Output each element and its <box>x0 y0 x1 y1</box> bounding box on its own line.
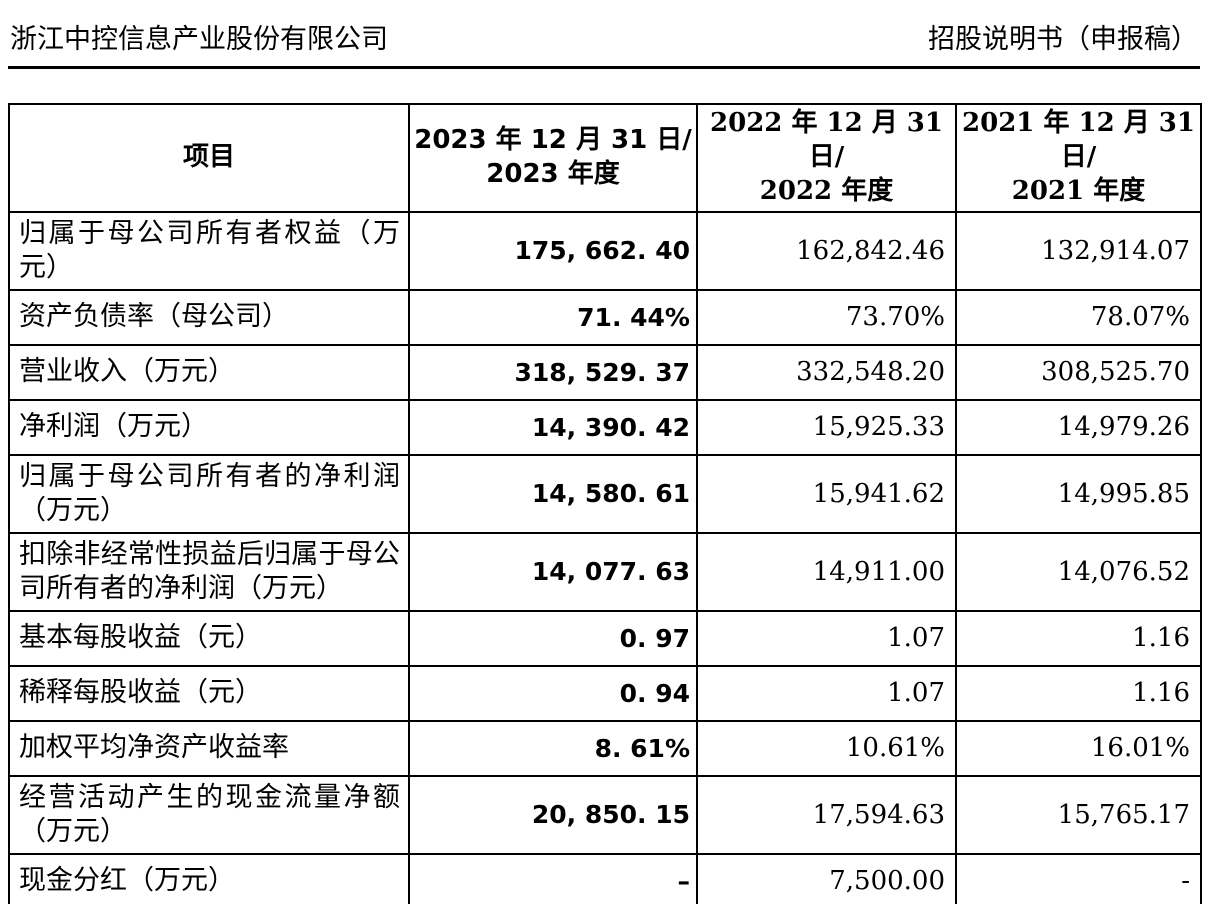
col-header-2021-line2: 2021 年度 <box>1011 175 1146 206</box>
col-header-2021-line1: 2021 年 12 月 31 日/ <box>962 108 1195 173</box>
value-2021-cell: 78.07% <box>955 288 1202 346</box>
value-2022-cell: 14,911.00 <box>696 531 957 612</box>
table-row-debt-ratio: 资产负债率（母公司） 71. 44% 73.70% 78.07% <box>8 288 1202 346</box>
item-label-cell: 基本每股收益（元） <box>8 609 410 667</box>
col-header-2022-line2: 2022 年度 <box>759 175 894 206</box>
col-header-2023-line2: 2023 年度 <box>486 159 620 190</box>
company-name: 浙江中控信息产业股份有限公司 <box>10 24 388 55</box>
value-2023-cell: 0. 97 <box>408 609 698 667</box>
value-2023-cell: 318, 529. 37 <box>408 343 698 401</box>
value-2023-cell: 175, 662. 40 <box>408 210 698 291</box>
value-2022-cell: 73.70% <box>696 288 957 346</box>
table-row-weighted-roe: 加权平均净资产收益率 8. 61% 10.61% 16.01% <box>8 719 1202 777</box>
col-header-2021: 2021 年 12 月 31 日/ 2021 年度 <box>955 103 1202 213</box>
value-2021-cell: 1.16 <box>955 609 1202 667</box>
table-row-equity: 归属于母公司所有者权益（万元） 175, 662. 40 162,842.46 … <box>8 210 1202 291</box>
value-2023-cell: 8. 61% <box>408 719 698 777</box>
value-2023-cell: 0. 94 <box>408 664 698 722</box>
value-2023-cell: 20, 850. 15 <box>408 774 698 855</box>
col-header-2023-line1: 2023 年 12 月 31 日/ <box>414 125 692 156</box>
value-2021-cell: 132,914.07 <box>955 210 1202 291</box>
page-header: 浙江中控信息产业股份有限公司 招股说明书（申报稿） <box>8 20 1200 70</box>
item-label-cell: 加权平均净资产收益率 <box>8 719 410 777</box>
financial-summary-table: 项目 2023 年 12 月 31 日/ 2023 年度 2022 年 12 月… <box>8 103 1202 904</box>
value-2021-cell: 15,765.17 <box>955 774 1202 855</box>
value-2023-cell: 14, 580. 61 <box>408 453 698 534</box>
value-2022-cell: 1.07 <box>696 664 957 722</box>
value-2022-cell: 17,594.63 <box>696 774 957 855</box>
item-label-cell: 经营活动产生的现金流量净额（万元） <box>8 774 410 855</box>
table-row-basic-eps: 基本每股收益（元） 0. 97 1.07 1.16 <box>8 609 1202 667</box>
value-2022-cell: 10.61% <box>696 719 957 777</box>
value-2021-cell: 14,979.26 <box>955 398 1202 456</box>
value-2022-cell: 1.07 <box>696 609 957 667</box>
value-2023-cell: 14, 390. 42 <box>408 398 698 456</box>
table-row-diluted-eps: 稀释每股收益（元） 0. 94 1.07 1.16 <box>8 664 1202 722</box>
value-2021-cell: 308,525.70 <box>955 343 1202 401</box>
value-2022-cell: 332,548.20 <box>696 343 957 401</box>
value-2022-cell: 7,500.00 <box>696 852 957 904</box>
item-label-cell: 资产负债率（母公司） <box>8 288 410 346</box>
value-2021-cell: 16.01% <box>955 719 1202 777</box>
col-header-2023: 2023 年 12 月 31 日/ 2023 年度 <box>408 103 698 213</box>
col-header-item: 项目 <box>8 103 410 213</box>
table-row-parent-net-profit: 归属于母公司所有者的净利润（万元） 14, 580. 61 15,941.62 … <box>8 453 1202 534</box>
item-label-cell: 归属于母公司所有者的净利润（万元） <box>8 453 410 534</box>
value-2021-cell: - <box>955 852 1202 904</box>
doc-title: 招股说明书（申报稿） <box>928 24 1198 55</box>
item-label-cell: 归属于母公司所有者权益（万元） <box>8 210 410 291</box>
col-header-2022-line1: 2022 年 12 月 31 日/ <box>710 108 943 173</box>
value-2023-cell: 71. 44% <box>408 288 698 346</box>
value-2022-cell: 15,925.33 <box>696 398 957 456</box>
table-header-row: 项目 2023 年 12 月 31 日/ 2023 年度 2022 年 12 月… <box>8 103 1202 213</box>
col-header-item-label: 项目 <box>182 142 235 173</box>
item-label-cell: 稀释每股收益（元） <box>8 664 410 722</box>
value-2021-cell: 14,076.52 <box>955 531 1202 612</box>
item-label-cell: 营业收入（万元） <box>8 343 410 401</box>
table-row-cash-dividend: 现金分红（万元） – 7,500.00 - <box>8 852 1202 904</box>
value-2022-cell: 162,842.46 <box>696 210 957 291</box>
value-2023-cell: – <box>408 852 698 904</box>
table-row-deducted-net-profit: 扣除非经常性损益后归属于母公司所有者的净利润（万元） 14, 077. 63 1… <box>8 531 1202 612</box>
table-row-operating-cashflow: 经营活动产生的现金流量净额（万元） 20, 850. 15 17,594.63 … <box>8 774 1202 855</box>
item-label-cell: 扣除非经常性损益后归属于母公司所有者的净利润（万元） <box>8 531 410 612</box>
value-2022-cell: 15,941.62 <box>696 453 957 534</box>
item-label-cell: 现金分红（万元） <box>8 852 410 904</box>
col-header-2022: 2022 年 12 月 31 日/ 2022 年度 <box>696 103 957 213</box>
value-2021-cell: 1.16 <box>955 664 1202 722</box>
item-label-cell: 净利润（万元） <box>8 398 410 456</box>
value-2023-cell: 14, 077. 63 <box>408 531 698 612</box>
table-row-net-profit: 净利润（万元） 14, 390. 42 15,925.33 14,979.26 <box>8 398 1202 456</box>
value-2021-cell: 14,995.85 <box>955 453 1202 534</box>
table-row-revenue: 营业收入（万元） 318, 529. 37 332,548.20 308,525… <box>8 343 1202 401</box>
